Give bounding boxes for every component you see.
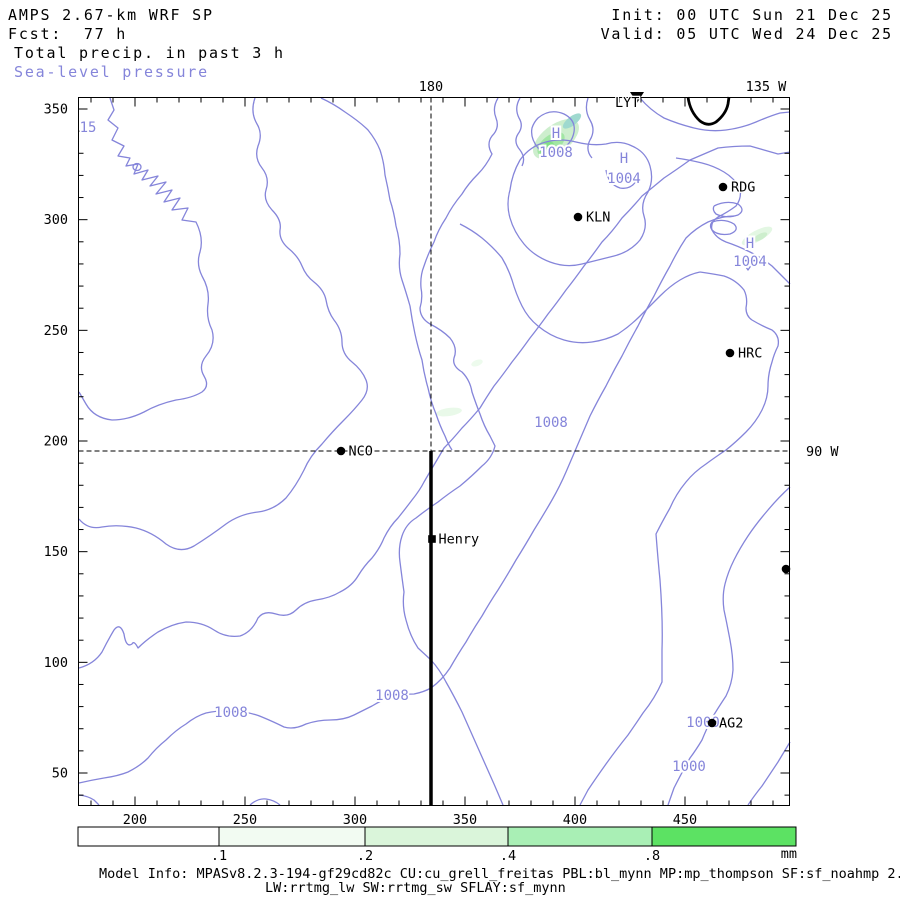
valid-time: Valid: 05 UTC Wed 24 Dec 25 xyxy=(600,25,893,43)
station-label: Henry xyxy=(439,532,480,548)
colorbar-segment xyxy=(218,826,366,847)
x-axis-label: 400 xyxy=(563,812,587,828)
precip-blob xyxy=(471,359,483,367)
station-label: LYT xyxy=(615,95,639,111)
model-title: AMPS 2.67-km WRF SP xyxy=(8,6,214,24)
reference-lines xyxy=(78,97,790,806)
station-label: RDG xyxy=(731,180,755,196)
x-axis-label: 200 xyxy=(123,812,147,828)
plot-frame xyxy=(78,97,790,806)
field-slp: Sea-level pressure xyxy=(14,63,209,81)
station-label: NCO xyxy=(349,444,373,460)
y-axis-label: 200 xyxy=(44,434,68,450)
precip-blob xyxy=(752,232,768,242)
precip-colorbar: .1 .2 .4 .8 xyxy=(77,826,797,864)
isobar-contour xyxy=(585,97,594,159)
y-axis-label: 100 xyxy=(44,655,68,671)
contour-value-label: 1004 xyxy=(607,171,641,187)
isobar-contour xyxy=(515,97,525,167)
station-label: AG2 xyxy=(719,716,743,732)
isobar-contour xyxy=(78,794,100,806)
x-axis-label: 300 xyxy=(343,812,367,828)
contour-value-label: 1008 xyxy=(539,145,573,161)
y-axis-label: 50 xyxy=(52,765,68,781)
isobar-contour xyxy=(398,97,504,806)
station-dot xyxy=(336,446,346,456)
isobar-contour xyxy=(78,97,214,421)
y-axis-label: 250 xyxy=(44,323,68,339)
meridian-180-label: 180 xyxy=(419,79,443,95)
contour-value-label: 1004 xyxy=(733,254,767,270)
isobar-contour xyxy=(132,162,142,172)
contour-value-label: H xyxy=(746,236,754,252)
init-time: Init: 00 UTC Sun 21 Dec 25 xyxy=(611,6,893,24)
isobar-contour xyxy=(709,219,737,236)
contour-value-label: 1000 xyxy=(672,759,706,775)
isobar-contour xyxy=(507,139,653,267)
isobar-contour xyxy=(712,201,743,218)
isobar-contour xyxy=(459,223,701,344)
pressure-contours xyxy=(78,96,791,806)
forecast-hour: Fcst: 77 h xyxy=(8,25,128,43)
field-precip: Total precip. in past 3 h xyxy=(14,44,285,62)
contour-value-label: 1008 xyxy=(375,688,409,704)
station-markers: LYT RDG KLN HRC NCO Henry AG2 xyxy=(336,92,791,733)
colorbar-threshold-label: .8 xyxy=(644,848,660,864)
contour-value-label: 1008 xyxy=(534,415,568,431)
isobar-contour xyxy=(605,169,639,189)
isobar-contour xyxy=(743,263,753,271)
isobar-contour xyxy=(78,215,735,784)
colorbar-threshold-label: .2 xyxy=(357,848,373,864)
parallel-90w-label: 90 W xyxy=(806,444,839,460)
contour-value-label: H xyxy=(620,151,628,167)
y-axis-label: 350 xyxy=(44,102,68,118)
station-square xyxy=(428,535,436,543)
isobar-contour xyxy=(78,97,368,551)
x-axis-label: 250 xyxy=(233,812,257,828)
colorbar-unit-label: mm xyxy=(781,846,797,862)
colorbar-segment xyxy=(507,826,653,847)
isobar-contour xyxy=(667,486,791,806)
y-axis-label: 300 xyxy=(44,212,68,228)
station-label: KLN xyxy=(586,210,610,226)
colorbar-segment xyxy=(651,826,797,847)
x-axis-label: 350 xyxy=(453,812,477,828)
x-axis-label: 450 xyxy=(673,812,697,828)
model-info-line2: LW:rrtmg_lw SW:rrtmg_sw SFLAY:sf_mynn xyxy=(265,880,566,896)
y-axis-label: 150 xyxy=(44,544,68,560)
coastline xyxy=(686,96,731,126)
station-label: HRC xyxy=(738,346,762,362)
station-dot xyxy=(725,348,735,358)
contour-value-label: 1008 xyxy=(214,705,248,721)
station-dot xyxy=(707,718,717,728)
precip-blob xyxy=(436,407,462,417)
isobar-contour xyxy=(747,741,791,806)
isobar-contour xyxy=(530,111,575,154)
colorbar-segment xyxy=(364,826,509,847)
precip-shading xyxy=(436,113,773,417)
station-triangle xyxy=(630,92,644,103)
contour-value-label: 15 xyxy=(80,120,97,136)
isobar-contour xyxy=(579,271,780,806)
model-info-line1: Model Info: MPASv8.2.3-194-gf29cd82c CU:… xyxy=(99,866,900,882)
isobar-contour xyxy=(78,145,791,669)
isobar-contour xyxy=(320,97,453,451)
corner-135w-label: 135 W xyxy=(746,79,788,95)
station-dot xyxy=(718,182,728,192)
station-dot xyxy=(573,212,583,222)
station-dot xyxy=(781,564,791,574)
contour-value-label: H xyxy=(552,126,560,142)
isobar-contour xyxy=(249,798,281,806)
colorbar-threshold-label: .1 xyxy=(211,848,227,864)
colorbar-segment xyxy=(77,826,220,847)
axes-frame: 350 300 250 200 150 100 50 200 250 300 350 400 450 xyxy=(44,97,790,828)
colorbar-threshold-label: .4 xyxy=(500,848,516,864)
isobar-contour xyxy=(639,97,791,132)
isobar-contour xyxy=(675,157,791,285)
